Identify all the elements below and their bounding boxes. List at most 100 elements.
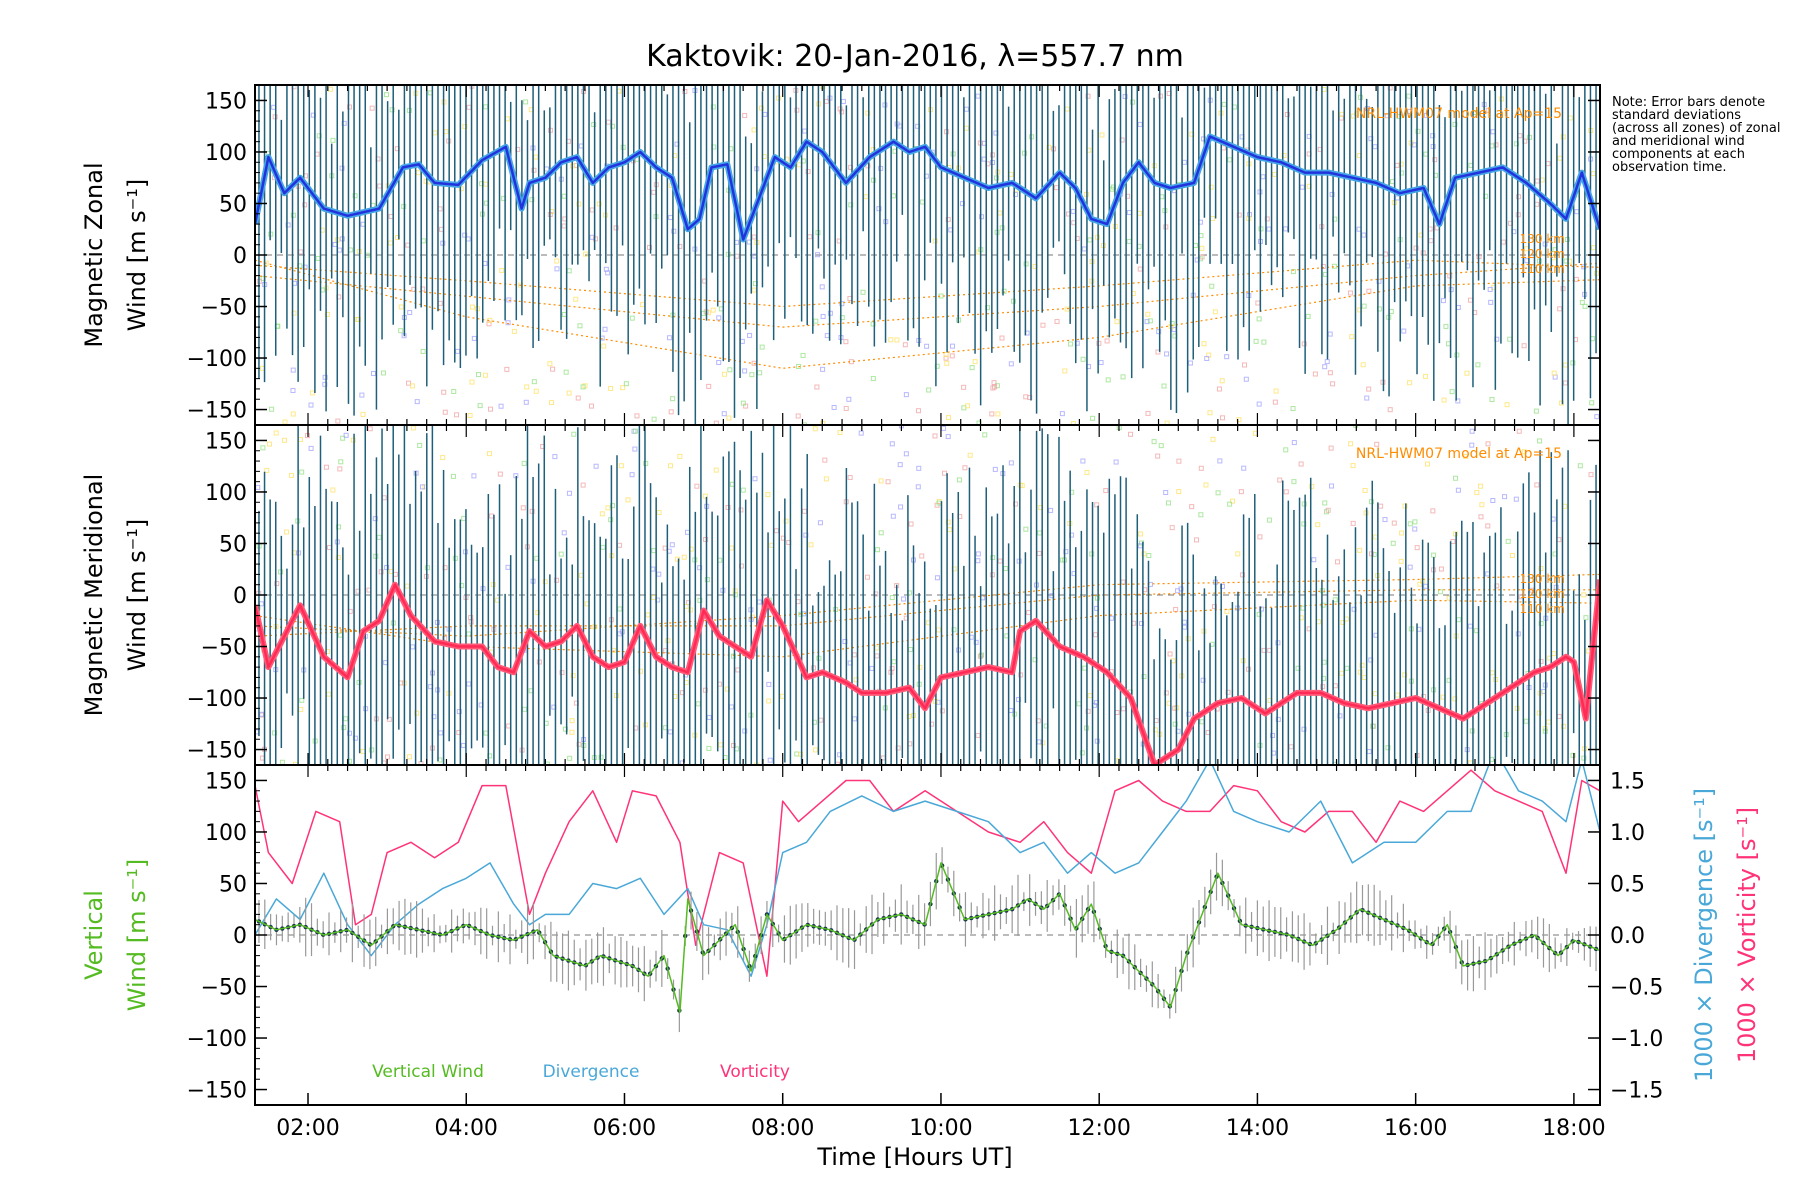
zone-wind-marker — [1452, 121, 1458, 127]
zone-wind-marker — [482, 260, 488, 266]
zone-wind-marker — [731, 743, 737, 749]
zone-wind-marker — [589, 207, 595, 213]
zone-wind-marker — [531, 167, 537, 173]
zone-wind-marker — [1583, 615, 1589, 621]
zone-wind-marker — [795, 413, 801, 419]
zone-wind-marker — [338, 459, 344, 465]
zone-wind-marker — [713, 467, 719, 473]
zone-wind-marker — [420, 348, 426, 354]
zone-wind-marker — [483, 181, 489, 187]
zone-wind-marker — [266, 441, 272, 447]
zone-wind-marker — [1523, 718, 1529, 724]
zone-wind-marker — [1022, 150, 1028, 156]
zone-wind-marker — [1477, 483, 1483, 489]
zone-wind-marker — [945, 519, 951, 525]
zone-wind-marker — [751, 127, 757, 133]
zone-wind-marker — [1227, 501, 1233, 507]
zone-wind-marker — [406, 754, 412, 760]
model-label: NRL-HWM07 model at Ap=15 — [1356, 446, 1562, 462]
y-tick-label: −50 — [201, 976, 247, 1001]
zone-wind-marker — [1428, 238, 1434, 244]
zone-wind-marker — [864, 574, 870, 580]
zone-wind-marker — [1398, 558, 1404, 564]
zone-wind-marker — [1216, 386, 1222, 392]
zone-wind-marker — [487, 451, 493, 457]
zone-wind-marker — [550, 366, 556, 372]
zone-wind-marker — [483, 730, 489, 736]
model-curves — [255, 259, 1600, 369]
zone-wind-marker — [1105, 377, 1111, 383]
zone-wind-marker — [580, 384, 586, 390]
zone-wind-marker — [330, 487, 336, 493]
zone-wind-marker — [890, 193, 896, 199]
zone-wind-marker — [1534, 482, 1540, 488]
zone-wind-marker — [1113, 459, 1119, 465]
zone-wind-marker — [819, 284, 825, 290]
zone-wind-marker — [1570, 360, 1576, 366]
zone-wind-marker — [1324, 359, 1330, 365]
zone-wind-marker — [747, 332, 753, 338]
zone-wind-marker — [740, 487, 746, 493]
zone-wind-marker — [1464, 370, 1470, 376]
y-tick-label: −50 — [201, 636, 247, 661]
zone-wind-marker — [573, 296, 579, 302]
zone-wind-marker — [386, 716, 392, 722]
zone-wind-marker — [269, 406, 275, 412]
zone-wind-marker — [1301, 501, 1307, 507]
zone-wind-marker — [255, 484, 261, 490]
zone-wind-marker — [1018, 672, 1024, 678]
zone-wind-marker — [706, 714, 712, 720]
model-level-label: 110 km — [1520, 262, 1565, 276]
zone-wind-marker — [1582, 303, 1588, 309]
zone-wind-marker — [1036, 550, 1042, 556]
zone-wind-marker — [1141, 551, 1147, 557]
zone-wind-marker — [667, 729, 673, 735]
zone-wind-marker — [360, 748, 366, 754]
zone-wind-marker — [742, 113, 748, 119]
zone-wind-marker — [523, 99, 529, 105]
zone-wind-marker — [1158, 443, 1164, 449]
zone-wind-marker — [956, 477, 962, 483]
zone-wind-marker — [939, 708, 945, 714]
zone-wind-marker — [1299, 184, 1305, 190]
zone-wind-marker — [1283, 226, 1289, 232]
legend-entry: Divergence — [543, 1062, 640, 1082]
zone-wind-marker — [1186, 711, 1192, 717]
zone-wind-marker — [710, 104, 716, 110]
zone-wind-marker — [290, 367, 296, 373]
y2-tick-label: 1.5 — [1610, 769, 1645, 794]
divergence-axis-label: 1000 × Divergence [s⁻¹] — [1690, 788, 1718, 1082]
zone-wind-marker — [380, 370, 386, 376]
zone-wind-marker — [1557, 155, 1563, 161]
x-tick-label: 18:00 — [1542, 1116, 1605, 1141]
zone-wind-marker — [656, 509, 662, 515]
zone-wind-marker — [1120, 579, 1126, 585]
zone-wind-marker — [1312, 371, 1318, 377]
y-axis-label-line1: Vertical — [80, 890, 108, 980]
zone-wind-marker — [1198, 465, 1204, 471]
zone-wind-marker — [456, 709, 462, 715]
zone-wind-marker — [1203, 482, 1209, 488]
y-tick-label: 150 — [205, 769, 247, 794]
zone-wind-marker — [521, 460, 527, 466]
zone-wind-marker — [417, 442, 423, 448]
zone-wind-marker — [561, 193, 567, 199]
zone-wind-marker — [765, 492, 771, 498]
zone-wind-marker — [858, 430, 864, 436]
zone-wind-marker — [1331, 263, 1337, 269]
zone-wind-marker — [620, 385, 626, 391]
zone-wind-marker — [1211, 604, 1217, 610]
zone-wind-marker — [820, 85, 826, 89]
zone-wind-marker — [1122, 94, 1128, 100]
zone-wind-marker — [1080, 356, 1086, 362]
zone-wind-marker — [908, 647, 914, 653]
zone-wind-marker — [1128, 431, 1134, 437]
zone-wind-marker — [1443, 323, 1449, 329]
zone-wind-marker — [1054, 185, 1060, 191]
zone-wind-marker — [1201, 136, 1207, 142]
zone-wind-marker — [1085, 93, 1091, 99]
zone-wind-marker — [1450, 539, 1456, 545]
zone-wind-marker — [1046, 144, 1052, 150]
zone-wind-marker — [1456, 617, 1462, 623]
zone-wind-marker — [1558, 400, 1564, 406]
